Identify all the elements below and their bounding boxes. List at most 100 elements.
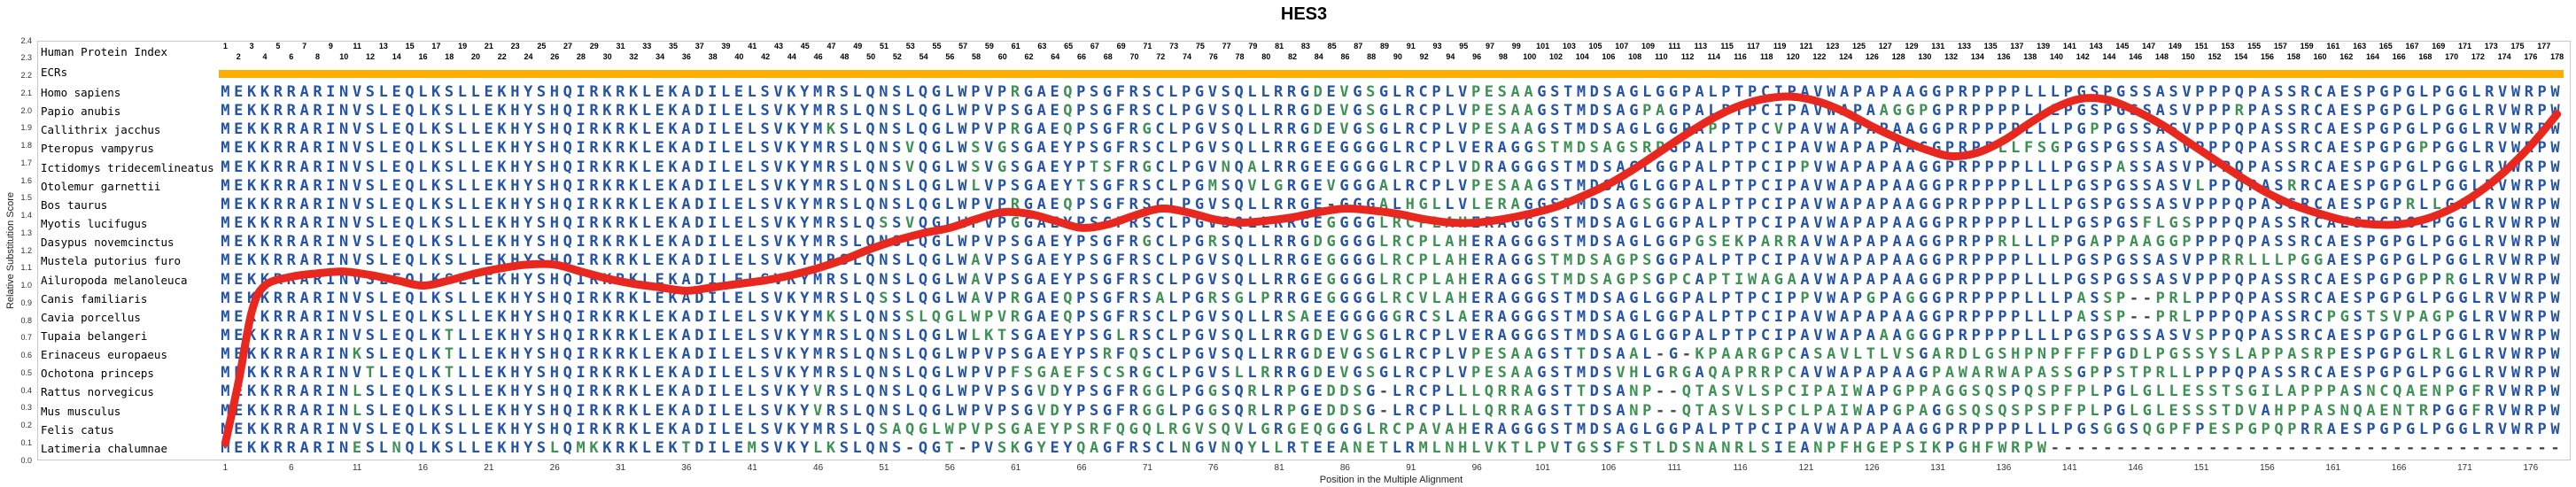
residue: G bbox=[1668, 102, 1679, 120]
residue: S bbox=[444, 83, 454, 101]
residue: - bbox=[2221, 438, 2231, 457]
residue: V bbox=[352, 364, 362, 383]
residue: Y bbox=[1063, 233, 1073, 251]
residue: L bbox=[904, 251, 915, 270]
residue: S bbox=[1010, 102, 1020, 120]
residue: Q bbox=[1063, 289, 1073, 307]
residue: P bbox=[1642, 383, 1652, 401]
position-number: 93 bbox=[1432, 42, 1442, 50]
residue: E bbox=[2339, 420, 2349, 438]
residue: Y bbox=[1063, 214, 1073, 233]
residue: L bbox=[2234, 345, 2245, 364]
position-number: 91 bbox=[1406, 42, 1416, 50]
residue: G bbox=[1378, 307, 1389, 326]
residue: R bbox=[2155, 364, 2165, 383]
residue: N bbox=[879, 139, 888, 158]
residue: L bbox=[2024, 158, 2034, 176]
position-number: 97 bbox=[1486, 42, 1495, 50]
residue: E bbox=[392, 158, 401, 176]
x-axis-label: Position in the Multiple Alignment bbox=[1319, 475, 1463, 485]
residue: Y bbox=[524, 120, 533, 139]
residue: V bbox=[2497, 139, 2508, 158]
residue: V bbox=[1616, 364, 1626, 383]
residue: C bbox=[1155, 176, 1165, 195]
residue: L bbox=[2471, 139, 2481, 158]
residue: P bbox=[1721, 158, 1731, 176]
residue: P bbox=[2116, 307, 2126, 326]
residue: P bbox=[1852, 326, 1863, 344]
residue: L bbox=[1392, 383, 1402, 401]
residue: G bbox=[2405, 270, 2416, 289]
residue: V bbox=[773, 233, 783, 251]
residue: T bbox=[1866, 345, 1875, 364]
residue: P bbox=[2537, 251, 2547, 270]
residue: T bbox=[1734, 420, 1744, 438]
residue: G bbox=[1353, 83, 1362, 101]
position-number: 164 bbox=[2365, 52, 2379, 61]
position-number: 165 bbox=[2378, 42, 2393, 50]
residue: S bbox=[1602, 289, 1612, 307]
residue: S bbox=[2129, 102, 2139, 120]
residue: A bbox=[1524, 364, 1533, 383]
residue: G bbox=[1984, 345, 1994, 364]
residue: G bbox=[1510, 158, 1520, 176]
residue: S bbox=[536, 326, 547, 344]
residue: Q bbox=[2234, 270, 2245, 289]
residue: R bbox=[616, 214, 625, 233]
residue: S bbox=[2274, 233, 2284, 251]
residue: L bbox=[747, 420, 757, 438]
residue: L bbox=[2090, 401, 2099, 420]
residue: G bbox=[1274, 176, 1284, 195]
residue: C bbox=[1418, 83, 1428, 101]
residue: P bbox=[1998, 176, 2007, 195]
residue: V bbox=[1813, 289, 1823, 307]
residue: E bbox=[1470, 270, 1481, 289]
residue: M bbox=[812, 270, 823, 289]
residue: A bbox=[1760, 270, 1771, 289]
residue: G bbox=[1524, 289, 1533, 307]
residue: G bbox=[1023, 401, 1033, 420]
residue: V bbox=[1207, 270, 1217, 289]
residue: A bbox=[1840, 83, 1850, 101]
residue: I bbox=[708, 120, 718, 139]
residue: G bbox=[931, 364, 941, 383]
residue: P bbox=[2366, 158, 2376, 176]
residue: G bbox=[1655, 158, 1665, 176]
residue: P bbox=[1787, 120, 1796, 139]
residue: L bbox=[1445, 195, 1455, 213]
residue: S bbox=[2287, 233, 2297, 251]
residue: M bbox=[747, 438, 757, 457]
residue: G bbox=[1932, 102, 1942, 120]
residue: Q bbox=[2234, 120, 2245, 139]
x-tick-label: 111 bbox=[1667, 463, 1681, 473]
residue: Y bbox=[2208, 345, 2218, 364]
residue: P bbox=[2024, 345, 2034, 364]
residue: E bbox=[234, 383, 244, 401]
residue: L bbox=[944, 195, 954, 213]
residue: P bbox=[1813, 401, 1823, 420]
residue: G bbox=[1339, 270, 1349, 289]
residue: G bbox=[1655, 270, 1665, 289]
position-number: 170 bbox=[2445, 52, 2459, 61]
residue: V bbox=[984, 214, 994, 233]
residue: L bbox=[457, 214, 468, 233]
residue: W bbox=[2550, 102, 2560, 120]
residue: A bbox=[299, 176, 309, 195]
residue: G bbox=[1629, 289, 1639, 307]
residue: L bbox=[470, 195, 480, 213]
residue: G bbox=[2405, 289, 2416, 307]
residue: A bbox=[2326, 326, 2337, 344]
y-tick-label: 0.0 bbox=[20, 455, 32, 465]
residue: P bbox=[2221, 270, 2231, 289]
residue: G bbox=[1353, 251, 1362, 270]
residue: L bbox=[1445, 401, 1455, 420]
residue: L bbox=[641, 289, 652, 307]
residue: L bbox=[2142, 345, 2153, 364]
residue: V bbox=[1813, 195, 1823, 213]
residue: R bbox=[1392, 233, 1402, 251]
residue: Q bbox=[563, 307, 572, 326]
position-number: 178 bbox=[2550, 52, 2564, 61]
residue: C bbox=[2313, 307, 2324, 326]
x-tick-label: 21 bbox=[484, 463, 494, 473]
